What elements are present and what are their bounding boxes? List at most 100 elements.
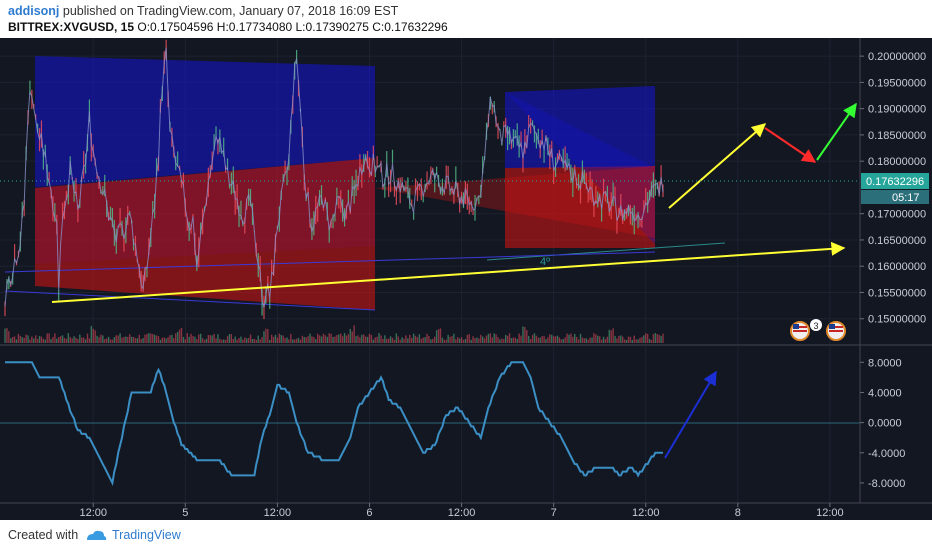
volume-bar [393, 339, 396, 343]
volume-bar [355, 336, 357, 343]
volume-bar [564, 337, 566, 343]
volume-bar [554, 336, 557, 343]
volume-bar [552, 336, 555, 343]
volume-bar [272, 336, 275, 343]
forecast-arrows [51, 102, 857, 303]
volume-bar [286, 337, 288, 343]
volume-bar [305, 337, 307, 343]
volume-bar [363, 334, 365, 343]
tradingview-link[interactable]: TradingView [112, 528, 181, 542]
indicator-axis-label: -4.0000 [868, 448, 905, 460]
volume-bar [439, 328, 442, 343]
volume-bar [261, 337, 263, 343]
volume-bar [121, 337, 123, 343]
indicator-series [5, 361, 663, 487]
volume-bar [343, 333, 346, 343]
volume-bar [579, 333, 582, 343]
volume-bar [340, 333, 342, 343]
volume-bar [633, 335, 635, 343]
time-axis[interactable]: 12:00 5 12:00 6 12:00 7 12:00 8 12:00 [79, 503, 844, 519]
volume-bar [556, 335, 559, 343]
volume-bar [247, 337, 250, 343]
volume-bar [506, 335, 509, 343]
volume-bar [269, 339, 271, 343]
volume-bar [491, 337, 493, 343]
volume-bar [432, 338, 434, 343]
volume-bar [499, 339, 501, 343]
volume-bar [6, 328, 8, 343]
chart-area[interactable]: 4º 3 0.20000000 0.19500000 0.19000000 0. [0, 38, 932, 520]
volume-bar [562, 339, 564, 343]
volume-bar [176, 331, 179, 343]
green-arrow-up [816, 102, 857, 161]
event-icons[interactable]: 3 [790, 319, 846, 341]
volume-bar [240, 336, 242, 343]
volume-bar [508, 333, 511, 343]
volume-bar [416, 337, 419, 343]
price-axis[interactable]: 0.20000000 0.19500000 0.19000000 0.18500000… [860, 51, 926, 326]
volume-bar [318, 335, 321, 343]
volume-bar [572, 336, 574, 343]
volume-bar [464, 339, 467, 343]
volume-bar [487, 333, 490, 343]
volume-bar [65, 338, 68, 343]
volume-bar [56, 338, 58, 343]
volume-bar [257, 335, 259, 343]
volume-bar [645, 333, 647, 343]
volume-bar [330, 333, 332, 343]
volume-bar [259, 339, 261, 343]
volume-bar [627, 336, 630, 343]
volume-bar [40, 336, 43, 343]
volume-bar [430, 339, 432, 343]
time-axis-label: 6 [366, 507, 372, 519]
volume-bar [215, 338, 217, 343]
us-flag-stripes-icon [829, 326, 843, 328]
volume-bar [384, 335, 386, 343]
price-axis-label: 0.15000000 [868, 314, 926, 326]
volume-bar [648, 338, 651, 343]
volume-bar [495, 334, 497, 343]
volume-bar [641, 336, 643, 343]
volume-bar [328, 333, 330, 343]
volume-bar [581, 337, 584, 343]
volume-bar [23, 338, 25, 343]
volume-bar [153, 334, 156, 343]
volume-bar [207, 335, 210, 343]
annotation-label: 4º [540, 256, 550, 268]
volume-bar [370, 334, 373, 343]
tradingview-logo-icon[interactable] [84, 528, 108, 549]
volume-bar [347, 334, 350, 343]
price-axis-label: 0.18500000 [868, 130, 926, 142]
volume-bar [376, 336, 378, 343]
volume-bar [602, 336, 605, 343]
volume-bar [152, 333, 154, 343]
volume-bar [526, 330, 528, 343]
indicator-axis-label: 0.0000 [868, 418, 902, 430]
volume-bar [545, 339, 547, 343]
volume-bar [236, 339, 238, 343]
volume-bar [255, 339, 258, 343]
volume-bar [635, 339, 637, 343]
volume-bar [115, 335, 117, 343]
volume-bar [570, 333, 572, 343]
volume-bar [504, 334, 507, 343]
indicator-axis[interactable]: 8.0000 4.0000 0.0000 -4.0000 -8.0000 [860, 357, 905, 490]
volume-bar [608, 329, 610, 343]
volume-bar [222, 339, 225, 343]
volume-bar [483, 338, 486, 343]
volume-bar [209, 335, 211, 343]
volume-bar [199, 333, 202, 343]
volume-bar [142, 338, 144, 343]
volume-bar [512, 337, 515, 343]
volume-bar [163, 337, 165, 343]
volume-bar [587, 339, 589, 343]
volume-bar [11, 336, 14, 343]
volume-bar [244, 337, 246, 343]
author-name[interactable]: addisonj [8, 4, 60, 18]
volume-bar [639, 337, 641, 343]
volume-bar [652, 334, 655, 343]
price-axis-label: 0.16000000 [868, 261, 926, 273]
event-count-badge [810, 319, 822, 331]
volume-bar [27, 335, 29, 343]
